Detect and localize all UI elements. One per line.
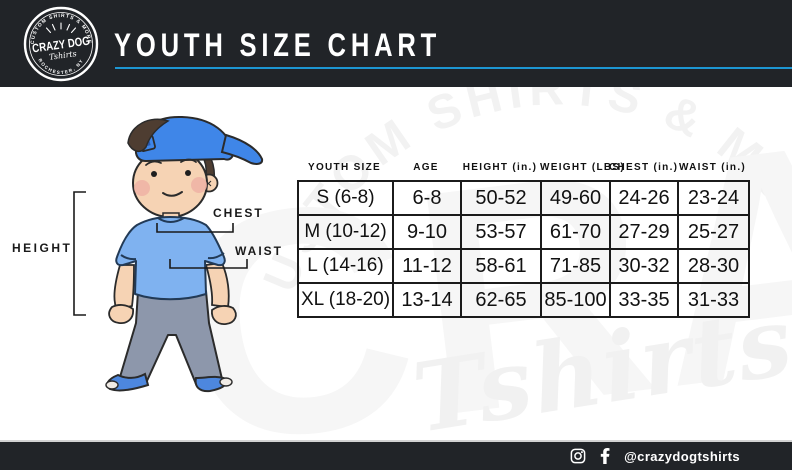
- table-cell: 50-52: [462, 182, 542, 216]
- size-cell: L (14-16): [299, 250, 394, 284]
- boy-arm-right: [204, 262, 230, 309]
- boy-shoe-left-toe: [105, 380, 119, 390]
- table-cell: 85-100: [542, 284, 611, 318]
- boy-eyebrows: [145, 158, 197, 166]
- table-cell: 13-14: [394, 284, 462, 318]
- table-cell: 24-26: [611, 182, 679, 216]
- boy-hand-left: [108, 304, 134, 324]
- height-bracket: [73, 191, 86, 316]
- logo-script-text: Tshirts: [49, 49, 78, 62]
- boy-shoe-right-toe: [219, 377, 233, 387]
- chest-bracket: [156, 223, 234, 233]
- height-label: HEIGHT: [12, 241, 72, 255]
- table-cell: 31-33: [679, 284, 750, 318]
- table-cell: 23-24: [679, 182, 750, 216]
- boy-cap-brim: [220, 133, 264, 165]
- boy-hair-tuft: [127, 118, 170, 153]
- table-cell: 49-60: [542, 182, 611, 216]
- table-cell: 33-35: [611, 284, 679, 318]
- size-cell: S (6-8): [299, 182, 394, 216]
- size-table-header: YOUTH SIZE AGE HEIGHT (in.) WEIGHT (LBS) CHE…: [297, 162, 750, 173]
- size-table: YOUTH SIZE AGE HEIGHT (in.) WEIGHT (LBS) CHE…: [297, 162, 750, 318]
- table-cell: 61-70: [542, 216, 611, 250]
- size-table-grid: S (6-8) 6-8 50-52 49-60 24-26 23-24 M (10-12) 9…: [297, 180, 750, 318]
- title-underline: [115, 67, 792, 69]
- logo-rays: [45, 22, 77, 34]
- table-cell: 28-30: [679, 250, 750, 284]
- boy-measurement-diagram: HEIGHT CHEST WAIST: [12, 115, 283, 393]
- waist-label: WAIST: [235, 244, 283, 258]
- column-header: HEIGHT (in.): [462, 162, 538, 173]
- boy-eye-right: [185, 170, 191, 176]
- table-cell: 53-57: [462, 216, 542, 250]
- boy-shoe-right: [194, 375, 228, 393]
- boy-hand-right: [211, 305, 237, 325]
- chest-label: CHEST: [213, 206, 264, 220]
- crazy-dog-logo: CUSTOM SHIRTS & MORE ROCHESTER, NY CRAZY…: [23, 6, 99, 82]
- waist-bracket: [169, 259, 248, 269]
- watermark-big-text: CRAZY DOG: [160, 87, 792, 440]
- instagram-icon[interactable]: [570, 448, 586, 464]
- column-header: WAIST (in.): [678, 162, 747, 173]
- facebook-icon[interactable]: [600, 448, 610, 464]
- boy-smile: [162, 191, 183, 197]
- column-header: WEIGHT (LBS): [540, 162, 626, 173]
- column-header: AGE: [413, 162, 439, 173]
- boy-tshirt-collar: [157, 217, 185, 223]
- page-title: YOUTH SIZE CHART: [114, 27, 442, 63]
- column-header: YOUTH SIZE: [307, 162, 381, 173]
- size-cell: XL (18-20): [299, 284, 394, 318]
- size-cell: M (10-12): [299, 216, 394, 250]
- boy-pants: [119, 290, 223, 385]
- boy-cheek-right: [191, 177, 207, 193]
- boy-cheek-left: [134, 180, 150, 196]
- footer-bar: @crazydogtshirts: [0, 440, 792, 470]
- table-cell: 6-8: [394, 182, 462, 216]
- table-cell: 30-32: [611, 250, 679, 284]
- table-cell: 27-29: [611, 216, 679, 250]
- header-bar: CUSTOM SHIRTS & MORE ROCHESTER, NY CRAZY…: [0, 0, 792, 87]
- table-cell: 11-12: [394, 250, 462, 284]
- column-header: CHEST (in.): [609, 162, 679, 173]
- table-cell: 71-85: [542, 250, 611, 284]
- boy-eye-left: [151, 171, 157, 177]
- boy-arm-left: [113, 264, 135, 310]
- boy-tshirt: [115, 216, 226, 301]
- table-cell: 9-10: [394, 216, 462, 250]
- table-cell: 58-61: [462, 250, 542, 284]
- boy-tshirt-cuffs: [120, 252, 225, 261]
- background-watermark: CUSTOM SHIRTS & MORE CRAZY DOG Tshirts.c…: [0, 87, 792, 440]
- table-cell: 62-65: [462, 284, 542, 318]
- table-cell: 25-27: [679, 216, 750, 250]
- social-handle[interactable]: @crazydogtshirts: [624, 448, 740, 464]
